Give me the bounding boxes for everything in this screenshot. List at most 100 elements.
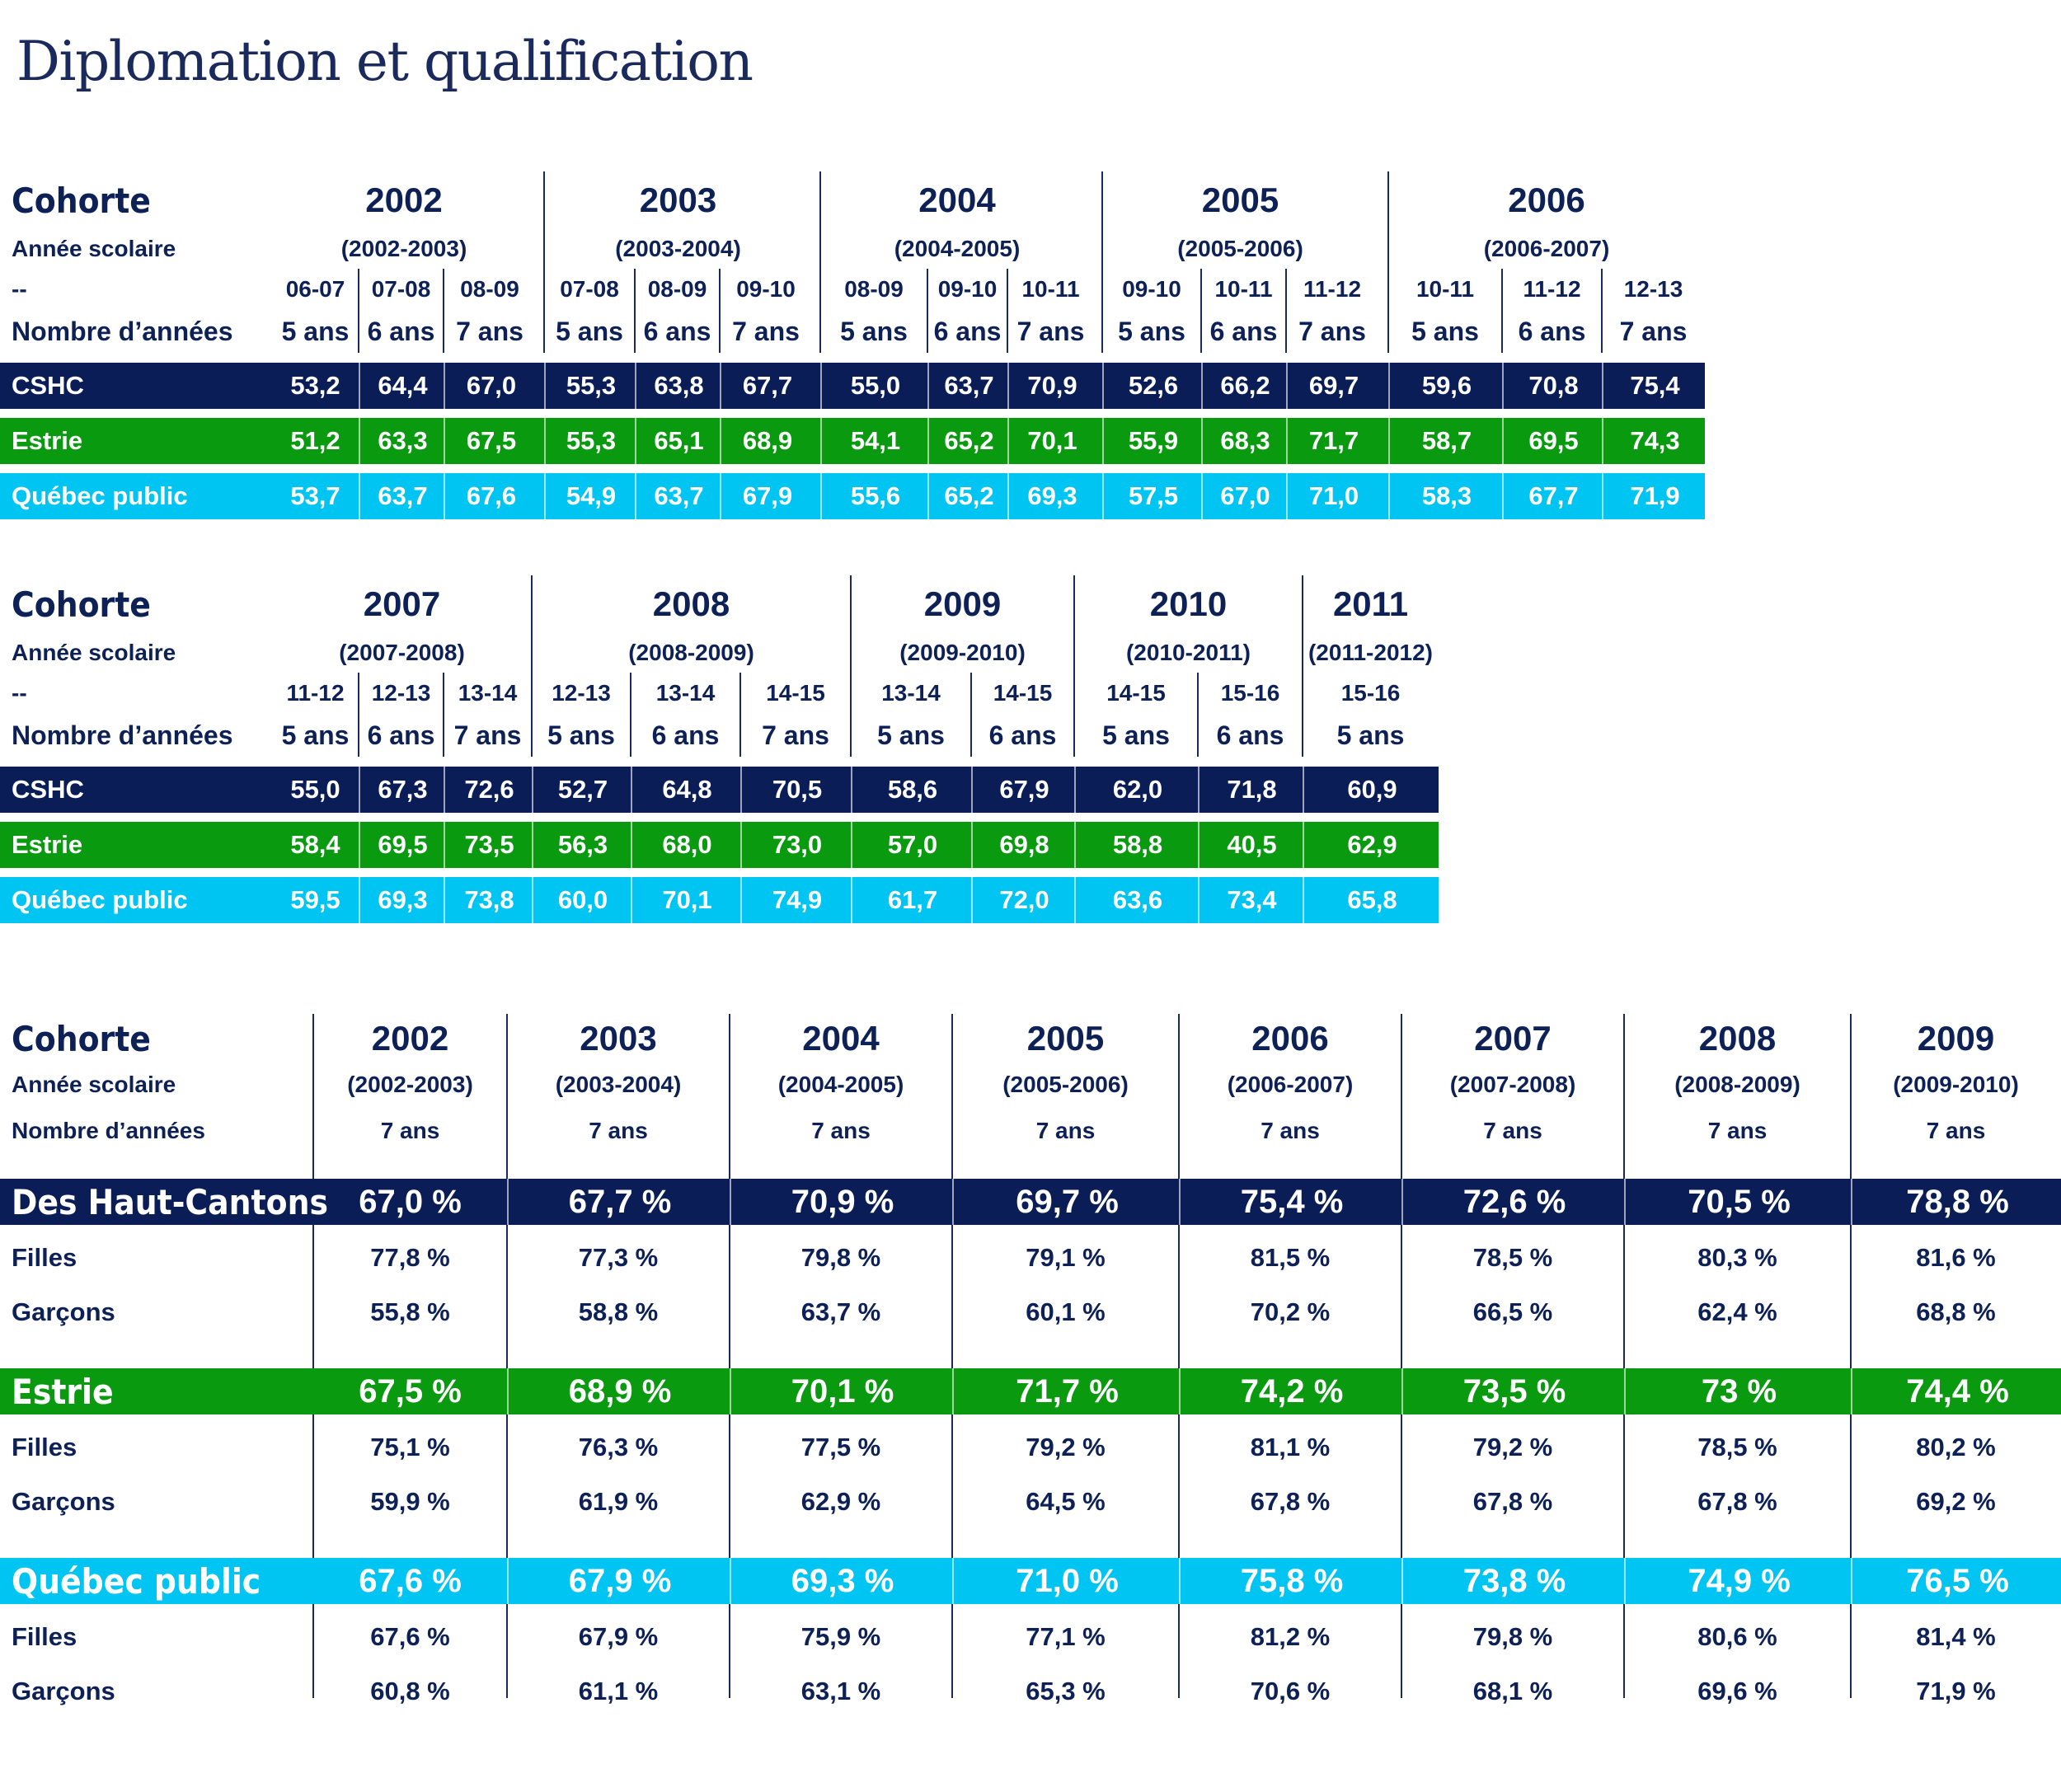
row-label-quebec: Québec public xyxy=(12,481,188,510)
value-quebec: 67,7 xyxy=(1502,473,1603,519)
school-year: (2004-2005) xyxy=(777,1072,904,1097)
row-label-quebec: Québec public xyxy=(12,885,188,914)
value-cshc: 52,7 xyxy=(532,767,632,813)
years-count: 5 ans xyxy=(281,316,350,346)
cohort-year: 2006 xyxy=(1251,1019,1329,1058)
cohort-year: 2003 xyxy=(639,181,717,219)
period-label: -- xyxy=(12,276,27,302)
cohort-year: 2002 xyxy=(371,1019,449,1058)
data-row-estrie: Estrie 58,4 69,5 73,5 56,3 68,0 73,0 57,0 69,8 58… xyxy=(0,822,1439,868)
value-quebec: 69,3 xyxy=(1007,473,1096,519)
divider xyxy=(819,171,821,353)
years-count: 7 ans xyxy=(762,720,829,750)
years-count: 6 ans xyxy=(1209,316,1278,346)
value-estrie: 63,3 xyxy=(359,418,445,464)
years-count: 7 ans xyxy=(1926,1118,1986,1143)
garcons-value: 55,8 % xyxy=(370,1297,450,1326)
filles-value: 79,1 % xyxy=(1026,1243,1106,1272)
garcons-value: 69,2 % xyxy=(1916,1487,1996,1516)
data-row-cshc: CSHC 55,0 67,3 72,6 52,7 64,8 70,5 58,6 67,9 62,0… xyxy=(0,767,1439,813)
period: 14-15 xyxy=(993,680,1053,706)
value-cshc: 60,9 xyxy=(1303,767,1440,813)
filles-row: Filles 67,6 % 67,9 % 75,9 % 77,1 % 81,2 % 79,8… xyxy=(0,1614,2061,1660)
period: 12-13 xyxy=(371,680,431,706)
value-cshc: 70,9 xyxy=(1007,363,1096,409)
total-value: 72,6 % xyxy=(1401,1179,1626,1225)
garcons-value: 62,9 % xyxy=(800,1487,881,1516)
value-quebec: 54,9 xyxy=(544,473,636,519)
filles-label: Filles xyxy=(12,1243,77,1272)
school-year: (2003-2004) xyxy=(615,236,741,261)
divider xyxy=(1302,575,1303,757)
value-quebec: 57,5 xyxy=(1102,473,1203,519)
garcons-value: 62,4 % xyxy=(1697,1297,1777,1326)
section-label: Des Haut-Cantons xyxy=(12,1181,328,1222)
period: 12-13 xyxy=(552,680,611,706)
total-value: 71,7 % xyxy=(952,1368,1181,1414)
data-row-cshc: CSHC 53,2 64,4 67,0 55,3 63,8 67,7 55,0 63,7 70,9… xyxy=(0,363,1705,409)
header-cohort-row: Cohorte 2007 2008 2009 2010 2011 xyxy=(0,575,1439,633)
school-year-label: Année scolaire xyxy=(12,640,176,665)
filles-value: 79,2 % xyxy=(1026,1433,1106,1461)
value-cshc: 69,7 xyxy=(1286,363,1380,409)
garcons-value: 59,9 % xyxy=(370,1487,450,1516)
column-divider xyxy=(1850,1014,1852,1698)
years-count: 7 ans xyxy=(1707,1118,1768,1143)
value-cshc: 75,4 xyxy=(1602,363,1707,409)
school-year: (2008-2009) xyxy=(1674,1072,1800,1097)
garcons-row: Garçons 60,8 % 61,1 % 63,1 % 65,3 % 70,6 % 68,… xyxy=(0,1668,2061,1715)
period: 13-14 xyxy=(458,680,518,706)
years-count: 7 ans xyxy=(1016,316,1085,346)
total-value: 69,7 % xyxy=(952,1179,1181,1225)
cohort-table-2007-2011: Cohorte 2007 2008 2009 2010 2011 Année scolair… xyxy=(0,575,1439,923)
garcons-label: Garçons xyxy=(12,1297,115,1326)
filles-value: 75,1 % xyxy=(370,1433,450,1461)
total-value: 70,1 % xyxy=(730,1368,954,1414)
column-divider xyxy=(729,1014,730,1698)
divider xyxy=(1007,269,1008,353)
filles-value: 81,1 % xyxy=(1250,1433,1331,1461)
total-value: 75,8 % xyxy=(1179,1558,1403,1604)
period: 06-07 xyxy=(285,276,345,302)
years-count: 6 ans xyxy=(988,720,1057,750)
school-year: (2005-2006) xyxy=(1177,236,1303,261)
garcons-value: 69,6 % xyxy=(1697,1677,1777,1705)
cohort-label: Cohorte xyxy=(12,180,151,221)
value-estrie: 69,5 xyxy=(1502,418,1603,464)
garcons-value: 60,1 % xyxy=(1026,1297,1106,1326)
value-cshc: 55,0 xyxy=(290,775,340,804)
divider xyxy=(719,269,721,353)
filles-row: Filles 77,8 % 77,3 % 79,8 % 79,1 % 81,5 % 78,5… xyxy=(0,1235,2061,1281)
cohort-year: 2011 xyxy=(1332,584,1409,623)
school-year: (2005-2006) xyxy=(1002,1072,1129,1097)
years-count: 5 ans xyxy=(1102,720,1170,750)
value-cshc: 63,7 xyxy=(927,363,1009,409)
value-quebec: 73,4 xyxy=(1198,877,1304,923)
value-estrie: 69,5 xyxy=(359,822,445,868)
total-value: 74,4 % xyxy=(1851,1368,2061,1414)
value-cshc: 63,8 xyxy=(635,363,721,409)
years-count: 5 ans xyxy=(840,316,908,346)
value-estrie: 68,9 xyxy=(720,418,814,464)
period: 13-14 xyxy=(881,680,941,706)
cohort-year: 2010 xyxy=(1149,584,1228,623)
period: 15-16 xyxy=(1220,680,1280,706)
cohort-year: 2007 xyxy=(1474,1019,1552,1058)
header-period-row: -- 06-07 07-08 08-09 07-08 08-09 09-10 08-09 09-… xyxy=(0,269,1705,310)
years-count: 6 ans xyxy=(1518,316,1586,346)
total-value: 69,3 % xyxy=(730,1558,954,1604)
total-value: 67,9 % xyxy=(507,1558,731,1604)
period: 09-10 xyxy=(736,276,796,302)
years-count: 7 ans xyxy=(589,1118,648,1143)
filles-value: 81,5 % xyxy=(1250,1243,1331,1272)
filles-label: Filles xyxy=(12,1433,77,1461)
garcons-value: 71,9 % xyxy=(1916,1677,1996,1705)
column-divider xyxy=(1623,1014,1625,1698)
period: 08-09 xyxy=(844,276,904,302)
column-divider xyxy=(312,1014,314,1698)
value-estrie: 67,5 xyxy=(444,418,538,464)
value-quebec: 72,0 xyxy=(971,877,1076,923)
value-estrie: 58,7 xyxy=(1388,418,1504,464)
value-quebec: 65,2 xyxy=(927,473,1009,519)
school-year: (2006-2007) xyxy=(1227,1072,1354,1097)
